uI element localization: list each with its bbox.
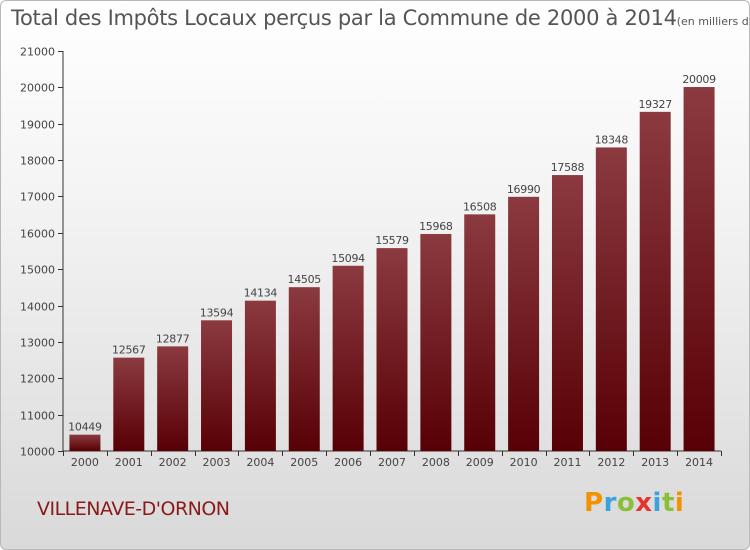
x-tick-label: 2009: [466, 456, 494, 469]
logo-letter: x: [635, 488, 653, 518]
logo-letter: P: [584, 488, 604, 518]
y-tick-label: 20000: [20, 82, 55, 95]
y-tick-label: 21000: [20, 46, 55, 59]
x-tick-label: 2004: [246, 456, 274, 469]
x-tick-label: 2014: [685, 456, 713, 469]
logo-letter: o: [616, 488, 636, 518]
data-label: 15094: [331, 252, 365, 265]
bar: [683, 87, 715, 451]
proxiti-logo: Proxiti: [584, 488, 684, 518]
y-tick-label: 10000: [20, 446, 55, 459]
data-label: 12877: [156, 332, 190, 345]
logo-letter: i: [652, 488, 662, 518]
bar: [332, 265, 364, 451]
bar: [201, 320, 233, 451]
logo-letter: r: [603, 488, 617, 518]
y-tick-label: 17000: [20, 191, 55, 204]
data-label: 19327: [638, 98, 672, 111]
bar: [595, 147, 627, 451]
logo-letter: i: [674, 488, 685, 518]
x-tick-label: 2005: [290, 456, 318, 469]
y-tick-label: 15000: [20, 264, 55, 277]
x-tick-label: 2007: [378, 456, 406, 469]
data-label: 16508: [463, 200, 497, 213]
logo-letter: t: [661, 488, 675, 518]
data-label: 13594: [200, 306, 234, 319]
y-tick-label: 18000: [20, 155, 55, 168]
y-tick-label: 16000: [20, 228, 55, 241]
y-tick-label: 12000: [20, 373, 55, 386]
x-tick-label: 2000: [71, 456, 99, 469]
commune-name: VILLENAVE-D'ORNON: [37, 498, 230, 520]
x-tick-label: 2002: [159, 456, 187, 469]
bar: [376, 248, 408, 451]
bar: [157, 346, 189, 451]
data-label: 17588: [551, 161, 585, 174]
bar: [113, 357, 145, 451]
x-tick-label: 2003: [203, 456, 231, 469]
data-label: 15968: [419, 220, 453, 233]
chart-title: Total des Impôts Locaux perçus par la Co…: [11, 6, 749, 30]
data-label: 16990: [507, 183, 541, 196]
x-tick-label: 2012: [597, 456, 625, 469]
data-label: 18348: [595, 133, 629, 146]
bar: [420, 233, 452, 451]
y-tick-label: 19000: [20, 119, 55, 132]
y-tick-label: 13000: [20, 337, 55, 350]
x-tick-label: 2010: [510, 456, 538, 469]
data-label: 14505: [288, 273, 322, 286]
bar: [288, 287, 320, 451]
x-tick-label: 2006: [334, 456, 362, 469]
bar: [244, 300, 276, 451]
chart-title-text: Total des Impôts Locaux perçus par la Co…: [11, 6, 677, 30]
x-tick-label: 2011: [553, 456, 581, 469]
y-tick-label: 14000: [20, 301, 55, 314]
data-label: 15579: [375, 234, 409, 247]
x-tick-label: 2001: [115, 456, 143, 469]
data-label: 20009: [682, 73, 716, 86]
data-label: 12567: [112, 344, 146, 357]
x-tick-label: 2013: [641, 456, 669, 469]
bar: [464, 214, 496, 451]
x-tick-label: 2008: [422, 456, 450, 469]
bar: [508, 196, 540, 451]
bar: [551, 175, 583, 451]
bar: [639, 111, 671, 451]
chart-unit-label: (en milliers d'€): [676, 15, 749, 28]
data-label: 14134: [244, 287, 278, 300]
data-label: 10449: [68, 421, 102, 434]
bar: [69, 434, 101, 451]
y-tick-label: 11000: [20, 410, 55, 423]
